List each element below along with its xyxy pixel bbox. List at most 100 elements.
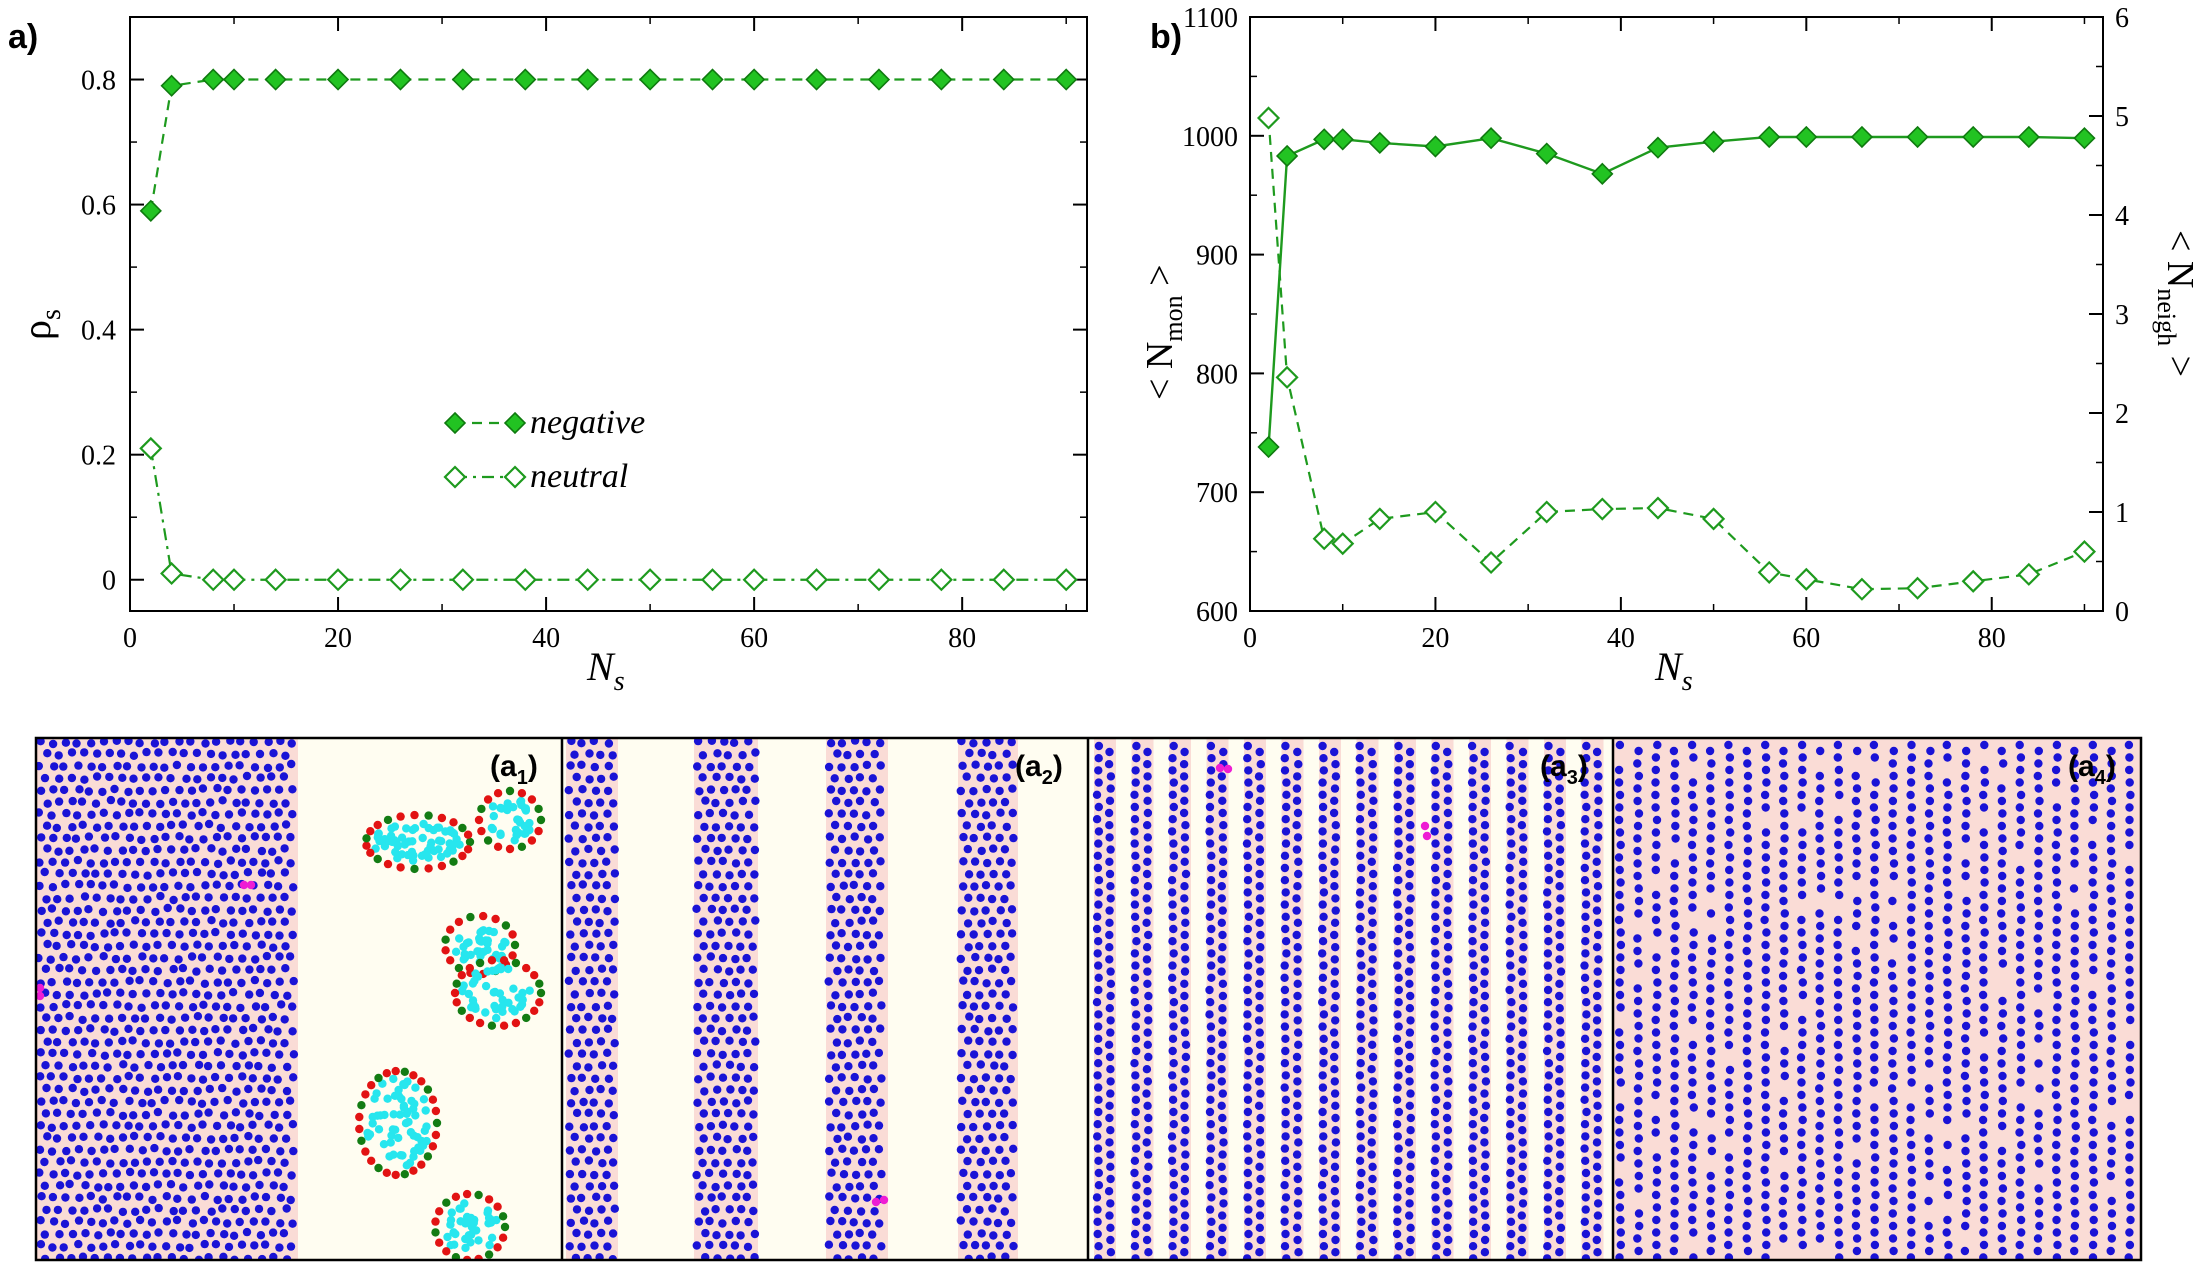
cluster-edge-particle — [463, 845, 473, 854]
particle — [1870, 1040, 1879, 1050]
particle — [1834, 1090, 1843, 1100]
particle — [1292, 821, 1301, 830]
particle — [1394, 985, 1404, 995]
particle — [1980, 740, 1989, 750]
cluster-particle — [525, 986, 534, 995]
particle — [1853, 1059, 1862, 1068]
particle — [1167, 1132, 1177, 1141]
particle — [1816, 784, 1825, 793]
particle — [1851, 984, 1861, 993]
particle — [2070, 784, 2079, 793]
particle — [869, 966, 879, 976]
particle — [1243, 754, 1252, 763]
particle — [1001, 941, 1010, 951]
particle — [1518, 1260, 1526, 1268]
particle — [187, 1097, 196, 1106]
particle — [1761, 1190, 1770, 1200]
particle — [1143, 772, 1152, 781]
particle — [731, 954, 740, 964]
particle — [1143, 747, 1152, 757]
particle — [1168, 912, 1177, 921]
particle — [1592, 1089, 1602, 1098]
particle — [1594, 796, 1603, 805]
particle — [852, 955, 861, 964]
negative-point — [139, 199, 162, 222]
particle — [1615, 978, 1624, 987]
particle — [1105, 955, 1114, 964]
particle — [610, 845, 619, 854]
particle — [1889, 996, 1898, 1006]
particle — [577, 1242, 586, 1252]
particle — [172, 760, 182, 770]
particle — [1393, 937, 1402, 946]
particle — [585, 893, 595, 902]
particle — [142, 942, 151, 952]
particle — [1543, 888, 1552, 897]
particle — [1506, 1156, 1516, 1166]
particle — [1105, 906, 1114, 915]
particle — [1689, 1103, 1699, 1112]
particle — [862, 1193, 872, 1202]
particle — [748, 1180, 758, 1189]
particle — [1815, 996, 1825, 1006]
neutral-point — [638, 568, 662, 592]
particle — [289, 1050, 299, 1059]
particle — [199, 1000, 208, 1009]
particle — [1218, 1040, 1227, 1050]
particle — [1168, 1034, 1178, 1044]
particle — [1218, 1223, 1227, 1233]
particle — [1706, 871, 1716, 881]
particle — [1143, 1187, 1152, 1196]
particle — [749, 1063, 759, 1072]
particle — [1634, 959, 1643, 968]
cluster-edge-particle — [431, 1130, 441, 1140]
particle — [1555, 1113, 1564, 1123]
particle — [1943, 1115, 1952, 1125]
particle — [1815, 1209, 1824, 1218]
particle — [837, 929, 846, 938]
particle — [1743, 759, 1752, 768]
particle — [2126, 1040, 2135, 1050]
particle — [1907, 1240, 1916, 1250]
particle — [1481, 1077, 1491, 1086]
particle — [724, 941, 733, 951]
particle — [693, 738, 703, 746]
particle — [1798, 765, 1807, 775]
particle — [2106, 946, 2116, 956]
particle — [1181, 918, 1190, 927]
particle — [1406, 1235, 1415, 1245]
particle — [1142, 918, 1151, 927]
particle — [1543, 1083, 1553, 1092]
particle — [1743, 909, 1753, 918]
particle — [130, 1086, 140, 1095]
particle — [78, 1252, 88, 1260]
particle — [976, 1084, 986, 1094]
particle — [1615, 1115, 1624, 1125]
particle — [1944, 890, 1953, 900]
particle — [1780, 909, 1790, 918]
particle — [1614, 1178, 1624, 1187]
particle — [1369, 1089, 1378, 1098]
particle — [1870, 1128, 1879, 1137]
particle — [37, 1097, 46, 1106]
particle — [2089, 803, 2099, 812]
particle — [1469, 985, 1479, 995]
particle — [43, 918, 52, 928]
particle — [1924, 959, 1933, 968]
particle — [1008, 1003, 1018, 1012]
particle — [1104, 1187, 1114, 1196]
particle — [201, 906, 210, 915]
particle — [1797, 1203, 1806, 1212]
particle — [1130, 876, 1140, 885]
particle — [1925, 996, 1934, 1006]
particle — [1852, 871, 1861, 881]
particle — [162, 928, 171, 938]
particle — [288, 1120, 298, 1129]
particle — [1130, 973, 1140, 982]
particle — [54, 1084, 63, 1094]
particle — [995, 857, 1005, 866]
particle — [870, 749, 879, 759]
particle — [1256, 1150, 1266, 1159]
particle — [1518, 1150, 1528, 1159]
particle — [877, 1242, 886, 1251]
